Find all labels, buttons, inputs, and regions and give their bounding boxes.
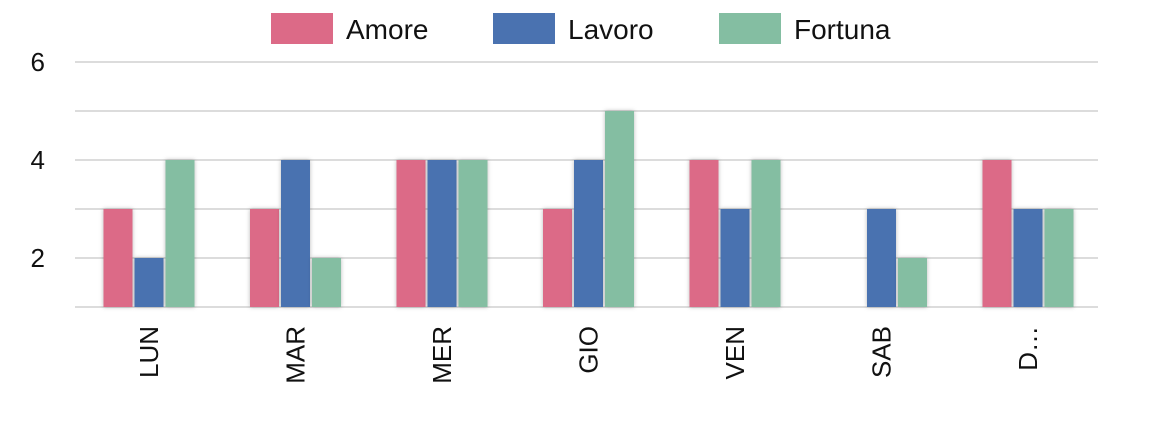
bar-amore-mer bbox=[396, 160, 426, 307]
legend-label: Fortuna bbox=[794, 14, 891, 45]
y-tick-label: 4 bbox=[31, 145, 45, 175]
x-tick-label: LUN bbox=[134, 326, 164, 378]
bar-fortuna-sab bbox=[898, 258, 927, 307]
bar-amore-d bbox=[982, 160, 1012, 307]
x-tick-label: MER bbox=[427, 326, 457, 384]
x-tick-label: D… bbox=[1013, 326, 1043, 371]
chart-legend: Amore Lavoro Fortuna bbox=[271, 13, 891, 45]
bar-fortuna-ven bbox=[751, 160, 781, 307]
bar-fortuna-mar bbox=[312, 258, 341, 307]
x-tick-label: SAB bbox=[867, 326, 897, 378]
legend-label: Amore bbox=[346, 14, 428, 45]
bar-lavoro-sab bbox=[867, 209, 896, 307]
legend-swatch bbox=[271, 13, 333, 44]
bar-lavoro-ven bbox=[720, 209, 750, 307]
bar-amore-lun bbox=[103, 209, 133, 307]
bar-amore-mar bbox=[250, 209, 279, 307]
y-axis-ticks: 2 4 6 bbox=[31, 47, 45, 273]
legend-item-fortuna: Fortuna bbox=[719, 13, 891, 45]
bars bbox=[103, 111, 1074, 307]
x-tick-label: GIO bbox=[574, 326, 604, 374]
bar-lavoro-gio bbox=[574, 160, 603, 307]
legend-item-amore: Amore bbox=[271, 13, 428, 45]
bar-lavoro-d bbox=[1013, 209, 1043, 307]
bar-amore-gio bbox=[543, 209, 572, 307]
bar-lavoro-lun bbox=[134, 258, 164, 307]
legend-swatch bbox=[493, 13, 555, 44]
bar-lavoro-mar bbox=[281, 160, 310, 307]
bar-fortuna-gio bbox=[605, 111, 634, 307]
bar-fortuna-mer bbox=[458, 160, 488, 307]
y-tick-label: 6 bbox=[31, 47, 45, 77]
x-tick-label: VEN bbox=[720, 326, 750, 379]
bar-lavoro-mer bbox=[427, 160, 457, 307]
bar-fortuna-lun bbox=[165, 160, 195, 307]
legend-item-lavoro: Lavoro bbox=[493, 13, 654, 45]
x-axis-ticks: LUN MAR MER GIO VEN SAB D… bbox=[134, 326, 1043, 384]
legend-label: Lavoro bbox=[568, 14, 654, 45]
y-tick-label: 2 bbox=[31, 243, 45, 273]
bar-fortuna-d bbox=[1044, 209, 1074, 307]
legend-swatch bbox=[719, 13, 781, 44]
bar-amore-ven bbox=[689, 160, 719, 307]
x-tick-label: MAR bbox=[281, 326, 311, 384]
